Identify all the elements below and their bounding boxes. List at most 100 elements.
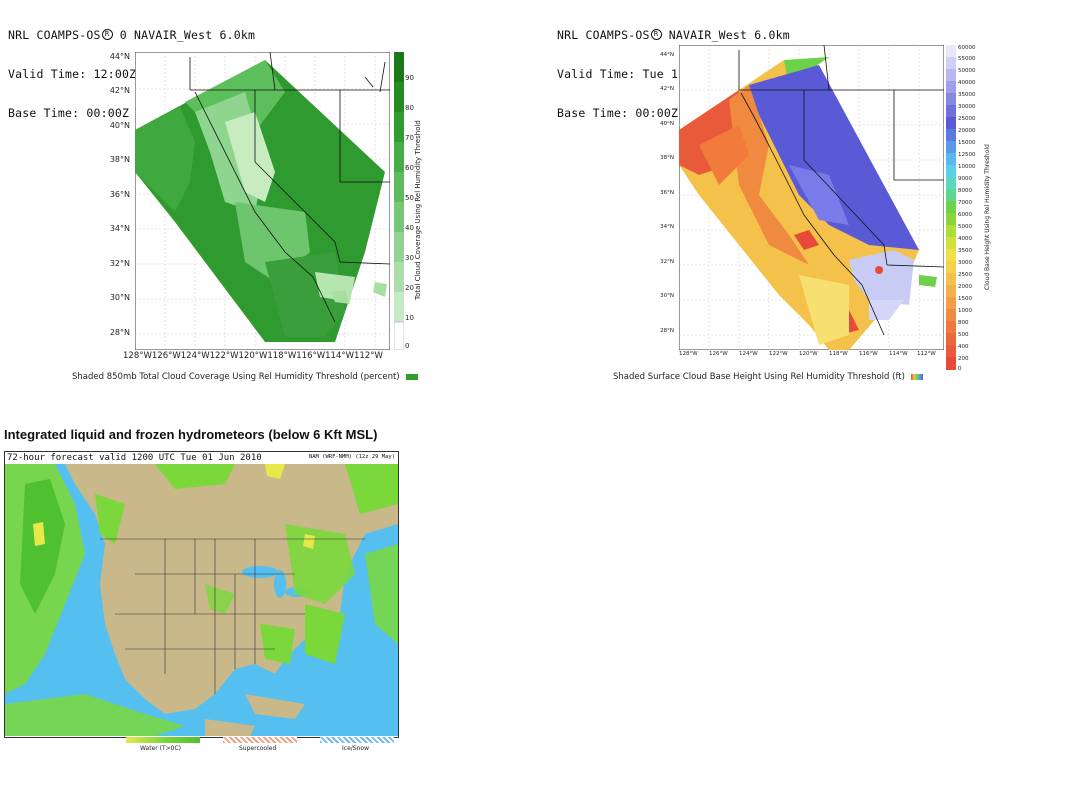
lat-tick: 44°N	[660, 52, 674, 58]
legend-label-supercooled: Supercooled	[239, 745, 277, 752]
colorbar-label: 7000	[958, 200, 972, 206]
colorbar-label: 3000	[958, 260, 972, 266]
colorbar-label: 90	[405, 74, 414, 82]
lat-tick: 28°N	[109, 328, 130, 337]
panel1-title-line1: NRL COAMPS-OS	[8, 28, 101, 42]
lon-tick: 124°W	[739, 351, 758, 357]
colorbar-label: 8000	[958, 188, 972, 194]
lat-tick: 36°N	[109, 190, 130, 199]
panel2-title-line1: NRL COAMPS-OS	[557, 28, 650, 42]
colorbar-label: 60000	[958, 45, 976, 51]
panel2-lat-axis: 44°N 42°N 40°N 38°N 36°N 34°N 32°N 30°N …	[648, 50, 678, 350]
colorbar-label: 1000	[958, 308, 972, 314]
colorbar-label: 10	[405, 314, 414, 322]
legend-label-water: Water (T>0C)	[140, 745, 182, 752]
lat-tick: 42°N	[109, 86, 130, 95]
lat-tick: 30°N	[109, 293, 130, 302]
lat-tick: 32°N	[660, 259, 674, 265]
colorbar-label: 2000	[958, 284, 972, 290]
legend-label-ice-snow: Ice/Snow	[342, 745, 369, 752]
colorbar-label: 50000	[958, 68, 976, 74]
colorbar-label: 15000	[958, 140, 976, 146]
lon-tick: 122°W	[769, 351, 788, 357]
colorbar-label: 800	[958, 320, 969, 326]
panel1-colorbar-labels: 90 80 70 60 50 40 30 20 10 0	[405, 52, 419, 352]
panel2-colorbar-labels: 60000 55000 50000 40000 35000 30000 2500…	[958, 45, 984, 375]
lat-tick: 32°N	[109, 259, 130, 268]
lon-tick: 116°W	[859, 351, 878, 357]
colorbar-label: 0	[405, 342, 410, 350]
panel2-caption-text: Shaded Surface Cloud Base Height Using R…	[613, 372, 905, 382]
colorbar-label: 25000	[958, 116, 976, 122]
colorbar-label: 5000	[958, 224, 972, 230]
panel1-title-line1-post: 0 NAVAIR_West 6.0km	[112, 28, 256, 42]
panel1-colorbar-title: Total Cloud Coverage Using Rel Humidity …	[414, 120, 422, 300]
colorbar-label: 3500	[958, 248, 972, 254]
lon-tick: 126°W	[709, 351, 728, 357]
registered-mark-icon: R	[101, 29, 113, 40]
panel1-caption-text: Shaded 850mb Total Cloud Coverage Using …	[72, 372, 400, 382]
registered-mark-icon: R	[650, 29, 662, 40]
panel3-map	[5, 464, 398, 736]
panel3-frame: 72-hour forecast valid 1200 UTC Tue 01 J…	[4, 451, 399, 738]
green-swatch-icon	[405, 373, 418, 380]
colorbar-label: 200	[958, 356, 969, 362]
colorbar-label: 60	[405, 164, 414, 172]
lat-tick: 28°N	[660, 328, 674, 334]
panel2-lon-axis: 128°W 126°W 124°W 122°W 120°W 118°W 116°…	[679, 351, 944, 361]
lat-tick: 38°N	[660, 155, 674, 161]
lat-tick: 36°N	[660, 190, 674, 196]
lon-tick: 120°W	[799, 351, 818, 357]
lat-tick: 38°N	[109, 155, 130, 164]
panel1-caption: Shaded 850mb Total Cloud Coverage Using …	[72, 372, 418, 382]
lat-tick: 40°N	[660, 121, 674, 127]
panel2-colorbar	[946, 45, 956, 370]
colorbar-label: 9000	[958, 176, 972, 182]
ice-snow-swatch-icon	[320, 737, 394, 743]
panel1-lon-axis: 128°W126°W124°W122°W120°W118°W116°W114°W…	[123, 351, 383, 361]
panel1-map	[135, 52, 390, 350]
panel2-caption: Shaded Surface Cloud Base Height Using R…	[613, 372, 923, 382]
supercooled-swatch-icon	[223, 737, 297, 743]
colorbar-label: 55000	[958, 56, 976, 62]
colorbar-label: 500	[958, 332, 969, 338]
panel3-legend: Water (T>0C) Supercooled Ice/Snow	[126, 737, 398, 753]
panel2-colorbar-title: Cloud Base Height Using Rel Humidity Thr…	[984, 144, 991, 290]
panel3-subheader: 72-hour forecast valid 1200 UTC Tue 01 J…	[7, 453, 262, 463]
colorbar-label: 4000	[958, 236, 972, 242]
colorbar-label: 35000	[958, 92, 976, 98]
lon-tick: 112°W	[917, 351, 936, 357]
colorbar-label: 400	[958, 344, 969, 350]
colorbar-label: 20	[405, 284, 414, 292]
panel3-title: Integrated liquid and frozen hydrometeor…	[4, 427, 378, 442]
panel2-title-line1-post: NAVAIR_West 6.0km	[661, 28, 790, 42]
panel1-colorbar	[394, 52, 404, 350]
colorbar-label: 30000	[958, 104, 976, 110]
colorbar-label: 2500	[958, 272, 972, 278]
lat-tick: 34°N	[660, 224, 674, 230]
colorbar-label: 40000	[958, 80, 976, 86]
colorbar-label: 40	[405, 224, 414, 232]
panel3-subheader-right: NAM (WRF-NMM) (12z 29 May)	[308, 454, 395, 460]
lat-tick: 42°N	[660, 86, 674, 92]
colorbar-label: 1500	[958, 296, 972, 302]
water-swatch-icon	[126, 737, 200, 743]
lat-tick: 44°N	[109, 52, 130, 61]
colorbar-label: 80	[405, 104, 414, 112]
lat-tick: 34°N	[109, 224, 130, 233]
colorbar-label: 0	[958, 366, 962, 372]
colorbar-label: 12500	[958, 152, 976, 158]
colorbar-label: 30	[405, 254, 414, 262]
colorbar-label: 20000	[958, 128, 976, 134]
lat-tick: 40°N	[109, 121, 130, 130]
colorbar-label: 50	[405, 194, 414, 202]
lon-tick: 114°W	[889, 351, 908, 357]
rainbow-swatch-icon	[910, 373, 923, 380]
lon-tick: 118°W	[829, 351, 848, 357]
panel1-lat-axis: 44°N 42°N 40°N 38°N 36°N 34°N 32°N 30°N …	[104, 50, 134, 350]
panel2-map	[679, 45, 944, 350]
colorbar-label: 70	[405, 134, 414, 142]
lon-tick: 128°W	[679, 351, 698, 357]
lat-tick: 30°N	[660, 293, 674, 299]
colorbar-label: 6000	[958, 212, 972, 218]
